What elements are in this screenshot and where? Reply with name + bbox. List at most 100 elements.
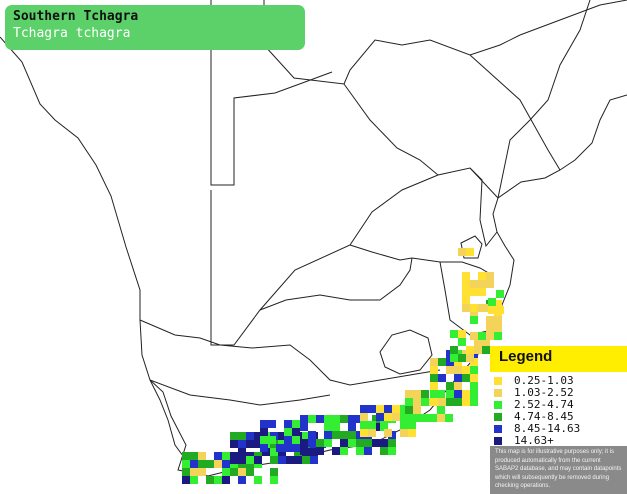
grid-cell bbox=[332, 423, 340, 431]
grid-cell bbox=[300, 415, 308, 423]
grid-cell bbox=[470, 316, 478, 324]
grid-cell bbox=[230, 456, 238, 464]
grid-cell bbox=[470, 332, 478, 340]
scientific-name: Tchagra tchagra bbox=[13, 26, 131, 41]
grid-cell bbox=[470, 398, 478, 406]
grid-cell bbox=[310, 448, 318, 456]
grid-cell bbox=[405, 406, 413, 414]
grid-cell bbox=[246, 468, 254, 476]
grid-cell bbox=[462, 398, 470, 406]
grid-cell bbox=[494, 324, 502, 332]
grid-cell bbox=[462, 366, 470, 374]
legend-title: Legend bbox=[499, 348, 553, 365]
grid-cell bbox=[310, 456, 318, 464]
grid-cell bbox=[380, 439, 388, 447]
province-4 bbox=[411, 257, 493, 276]
grid-cell bbox=[413, 414, 421, 422]
grid-cell bbox=[260, 444, 268, 452]
legend-label: 1.03-2.52 bbox=[514, 386, 574, 399]
grid-cell bbox=[438, 398, 446, 406]
grid-cell bbox=[384, 413, 392, 421]
grid-cell bbox=[270, 476, 278, 484]
grid-cell bbox=[324, 415, 332, 423]
grid-cell bbox=[278, 432, 286, 440]
grid-cell bbox=[446, 366, 454, 374]
grid-cell bbox=[198, 452, 206, 460]
grid-cell bbox=[348, 415, 356, 423]
grid-cell bbox=[421, 414, 429, 422]
legend-item: 14.63+ bbox=[494, 434, 624, 447]
grid-cell bbox=[340, 447, 348, 455]
grid-cell bbox=[308, 439, 316, 447]
grid-cell bbox=[400, 413, 408, 421]
common-name: Southern Tchagra bbox=[13, 9, 139, 24]
botswana-north-border bbox=[263, 0, 521, 85]
grid-cell bbox=[368, 421, 376, 429]
grid-cell bbox=[392, 413, 400, 421]
grid-cell bbox=[478, 332, 486, 340]
grid-cell bbox=[421, 390, 429, 398]
grid-cell bbox=[430, 390, 438, 398]
grid-cell bbox=[190, 460, 198, 468]
grid-cell bbox=[206, 476, 214, 484]
grid-cell bbox=[470, 304, 478, 312]
grid-cell bbox=[470, 366, 478, 374]
grid-cell bbox=[430, 366, 438, 374]
grid-cell bbox=[284, 444, 292, 452]
coast-west bbox=[149, 379, 187, 461]
grid-cell bbox=[450, 354, 458, 362]
grid-cell bbox=[462, 304, 470, 312]
grid-cell bbox=[238, 432, 246, 440]
grid-cell bbox=[494, 316, 502, 324]
botswana-south-border bbox=[210, 167, 499, 346]
grid-cell bbox=[222, 460, 230, 468]
grid-cell bbox=[270, 456, 278, 464]
grid-cell bbox=[408, 421, 416, 429]
grid-cell bbox=[405, 398, 413, 406]
legend-swatch bbox=[494, 413, 502, 421]
grid-cell bbox=[316, 439, 324, 447]
grid-cell bbox=[302, 456, 310, 464]
grid-cell bbox=[466, 346, 474, 354]
grid-cell bbox=[446, 382, 454, 390]
grid-cells bbox=[182, 248, 504, 484]
grid-cell bbox=[458, 330, 466, 338]
grid-cell bbox=[445, 414, 453, 422]
grid-cell bbox=[454, 398, 462, 406]
legend-label: 0.25-1.03 bbox=[514, 374, 574, 387]
grid-cell bbox=[356, 439, 364, 447]
grid-cell bbox=[270, 468, 278, 476]
grid-cell bbox=[182, 468, 190, 476]
grid-cell bbox=[380, 423, 388, 431]
grid-cell bbox=[413, 390, 421, 398]
grid-cell bbox=[438, 358, 446, 366]
grid-cell bbox=[254, 476, 262, 484]
grid-cell bbox=[214, 476, 222, 484]
grid-cell bbox=[340, 431, 348, 439]
grid-cell bbox=[405, 390, 413, 398]
grid-cell bbox=[430, 374, 438, 382]
grid-cell bbox=[348, 439, 356, 447]
grid-cell bbox=[238, 468, 246, 476]
lesotho bbox=[379, 329, 433, 375]
grid-cell bbox=[246, 432, 254, 440]
grid-cell bbox=[260, 436, 268, 444]
grid-cell bbox=[364, 439, 372, 447]
grid-cell bbox=[230, 432, 238, 440]
grid-cell bbox=[198, 468, 206, 476]
province-2 bbox=[139, 319, 441, 386]
grid-cell bbox=[182, 476, 190, 484]
grid-cell bbox=[348, 423, 356, 431]
grid-cell bbox=[466, 354, 474, 362]
grid-cell bbox=[478, 304, 486, 312]
grid-cell bbox=[430, 358, 438, 366]
grid-cell bbox=[324, 439, 332, 447]
grid-cell bbox=[429, 414, 437, 422]
legend-swatch bbox=[494, 425, 502, 433]
grid-cell bbox=[238, 448, 246, 456]
grid-cell bbox=[482, 338, 490, 346]
grid-cell bbox=[238, 476, 246, 484]
province-1 bbox=[259, 257, 413, 311]
grid-cell bbox=[246, 456, 254, 464]
grid-cell bbox=[284, 420, 292, 428]
